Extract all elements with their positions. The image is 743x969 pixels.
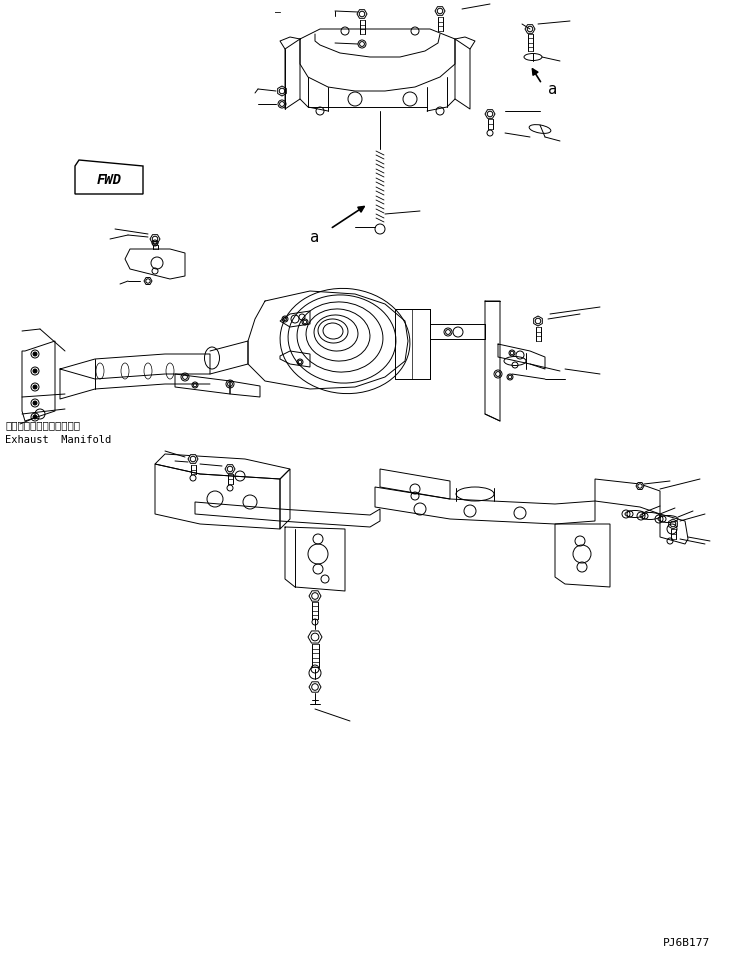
Circle shape bbox=[33, 401, 37, 406]
Polygon shape bbox=[188, 455, 198, 464]
Circle shape bbox=[33, 416, 37, 420]
Text: PJ6B177: PJ6B177 bbox=[663, 937, 710, 947]
Polygon shape bbox=[309, 591, 321, 602]
Polygon shape bbox=[435, 8, 445, 16]
Text: FWD: FWD bbox=[97, 172, 122, 187]
Text: エキゾーストマニホールド: エキゾーストマニホールド bbox=[5, 420, 80, 429]
Polygon shape bbox=[485, 110, 495, 119]
Circle shape bbox=[33, 353, 37, 357]
Polygon shape bbox=[225, 465, 235, 474]
Circle shape bbox=[33, 386, 37, 390]
Text: a: a bbox=[548, 82, 557, 98]
Text: —: — bbox=[275, 7, 281, 17]
Polygon shape bbox=[533, 317, 542, 327]
Polygon shape bbox=[309, 682, 321, 693]
Circle shape bbox=[33, 369, 37, 374]
Ellipse shape bbox=[318, 320, 348, 344]
Polygon shape bbox=[278, 87, 286, 97]
Polygon shape bbox=[669, 519, 678, 529]
Polygon shape bbox=[636, 483, 644, 490]
Polygon shape bbox=[144, 278, 152, 285]
Text: a: a bbox=[310, 230, 319, 244]
Text: Exhaust  Manifold: Exhaust Manifold bbox=[5, 434, 111, 445]
Polygon shape bbox=[308, 631, 322, 643]
Ellipse shape bbox=[323, 324, 343, 340]
Polygon shape bbox=[357, 11, 367, 19]
Polygon shape bbox=[150, 235, 160, 244]
Polygon shape bbox=[525, 25, 535, 34]
